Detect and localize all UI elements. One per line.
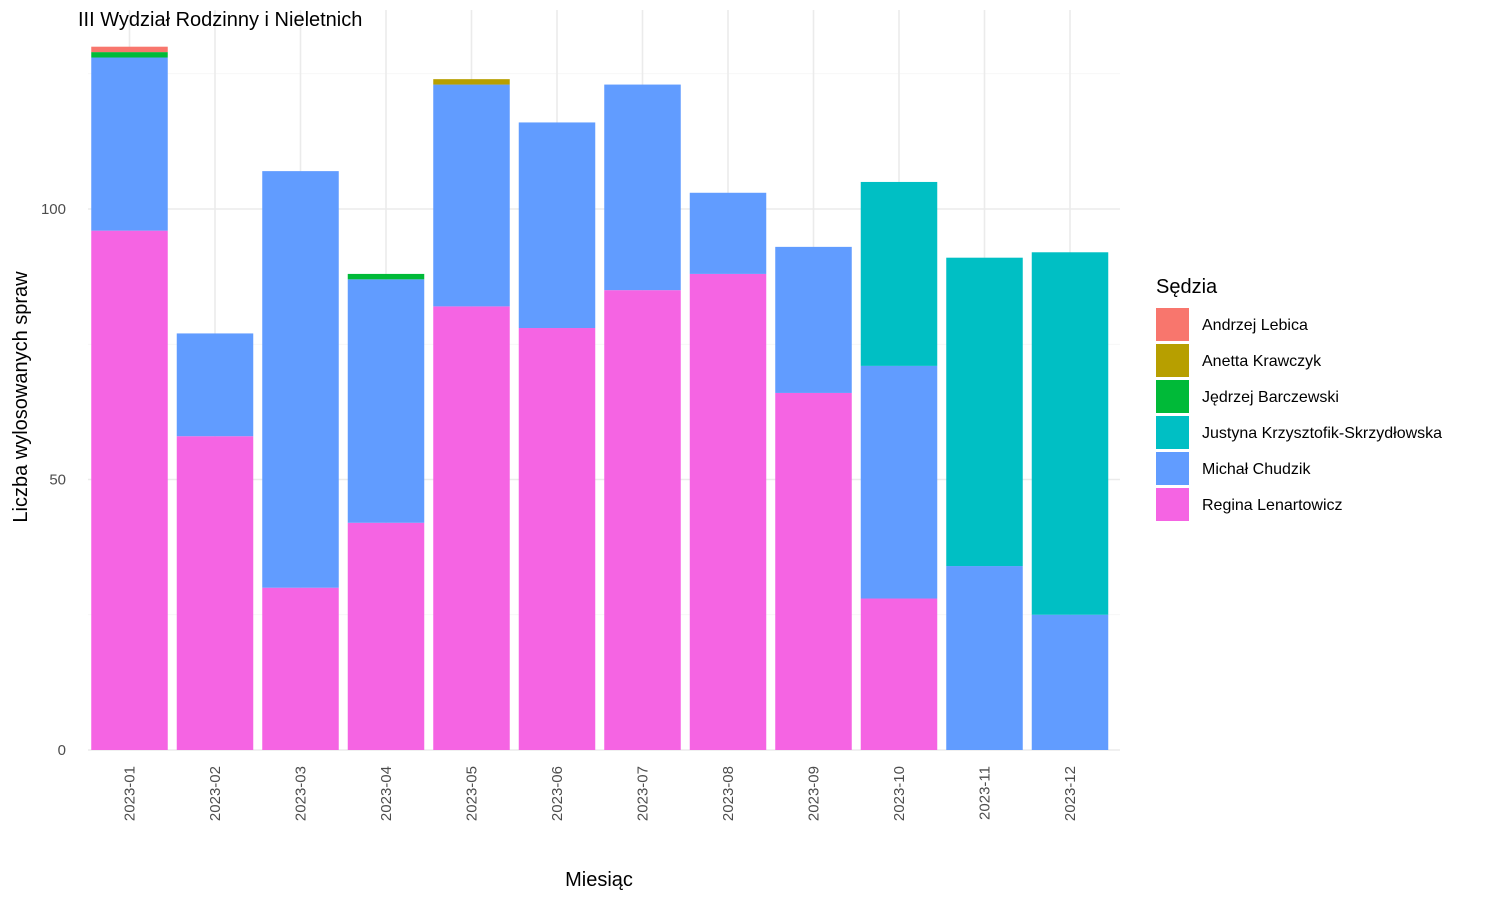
legend-swatch xyxy=(1156,452,1189,485)
bar-segment xyxy=(347,522,425,750)
legend-label: Michał Chudzik xyxy=(1202,461,1311,478)
bar-segment xyxy=(775,246,852,393)
x-tick-labels: 2023-01 2023-02 2023-03 2023-04 2023-05 2023-… xyxy=(122,766,1080,821)
legend-label: Justyna Krzysztofik-Skrzydłowska xyxy=(1202,425,1442,442)
bar-segment xyxy=(176,436,254,750)
bar-segment xyxy=(1031,614,1109,750)
bar-segment xyxy=(946,257,1023,567)
bar-segment xyxy=(518,328,596,750)
bar-segment xyxy=(604,290,681,750)
y-tick-labels: 0 50 100 xyxy=(41,201,66,759)
bar-segment xyxy=(518,122,596,329)
bar-segment xyxy=(91,57,168,231)
x-tick-label: 2023-12 xyxy=(1062,766,1079,821)
legend-swatch xyxy=(1156,380,1189,413)
bar-segment xyxy=(604,84,681,291)
legend-label: Regina Lenartowicz xyxy=(1202,497,1343,514)
x-tick-label: 2023-01 xyxy=(122,766,139,821)
bars-layer xyxy=(91,46,1109,750)
bar-segment xyxy=(946,566,1023,750)
bar-segment xyxy=(860,181,938,366)
chart-title: III Wydział Rodzinny i Nieletnich xyxy=(78,9,362,31)
x-tick-label: 2023-10 xyxy=(891,766,908,821)
x-tick-label: 2023-11 xyxy=(977,766,994,820)
bar-segment xyxy=(689,273,767,750)
bar-segment xyxy=(433,306,510,750)
bar-segment xyxy=(689,192,767,274)
legend-swatch xyxy=(1156,308,1189,341)
y-tick-label: 50 xyxy=(49,472,66,489)
legend-swatch xyxy=(1156,344,1189,377)
legend-swatch xyxy=(1156,416,1189,449)
bar-segment xyxy=(262,171,339,588)
bar-segment xyxy=(91,52,168,58)
x-tick-label: 2023-06 xyxy=(549,766,566,821)
bar-segment xyxy=(262,587,339,750)
x-axis-title: Miesiąc xyxy=(565,869,633,891)
legend-label: Anetta Krawczyk xyxy=(1202,353,1322,370)
bar-segment xyxy=(176,333,254,437)
bar-segment xyxy=(860,598,938,750)
bar-segment xyxy=(433,84,510,307)
bar-segment xyxy=(347,273,425,280)
legend: Sędzia Andrzej Lebica Anetta Krawczyk Jędr… xyxy=(1156,276,1442,521)
bar-segment xyxy=(1031,252,1109,615)
bar-segment xyxy=(860,365,938,599)
legend-label: Jędrzej Barczewski xyxy=(1202,389,1339,406)
legend-title: Sędzia xyxy=(1156,276,1218,298)
bar-segment xyxy=(91,230,168,750)
y-axis-title: Liczba wylosowanych spraw xyxy=(10,271,32,523)
bar-segment xyxy=(347,279,425,523)
x-tick-label: 2023-03 xyxy=(293,766,310,821)
x-tick-label: 2023-05 xyxy=(464,766,481,821)
bar-segment xyxy=(91,46,168,53)
bar-segment xyxy=(433,79,510,85)
x-tick-label: 2023-04 xyxy=(378,766,395,821)
x-tick-label: 2023-09 xyxy=(806,766,823,821)
legend-items: Andrzej Lebica Anetta Krawczyk Jędrzej Bar… xyxy=(1156,308,1442,521)
legend-label: Andrzej Lebica xyxy=(1202,317,1308,334)
x-tick-label: 2023-08 xyxy=(720,766,737,821)
legend-swatch xyxy=(1156,488,1189,521)
bar-segment xyxy=(775,392,852,750)
x-tick-label: 2023-07 xyxy=(635,766,652,821)
y-tick-label: 100 xyxy=(41,201,66,218)
x-tick-label: 2023-02 xyxy=(207,766,224,821)
y-tick-label: 0 xyxy=(58,742,66,759)
